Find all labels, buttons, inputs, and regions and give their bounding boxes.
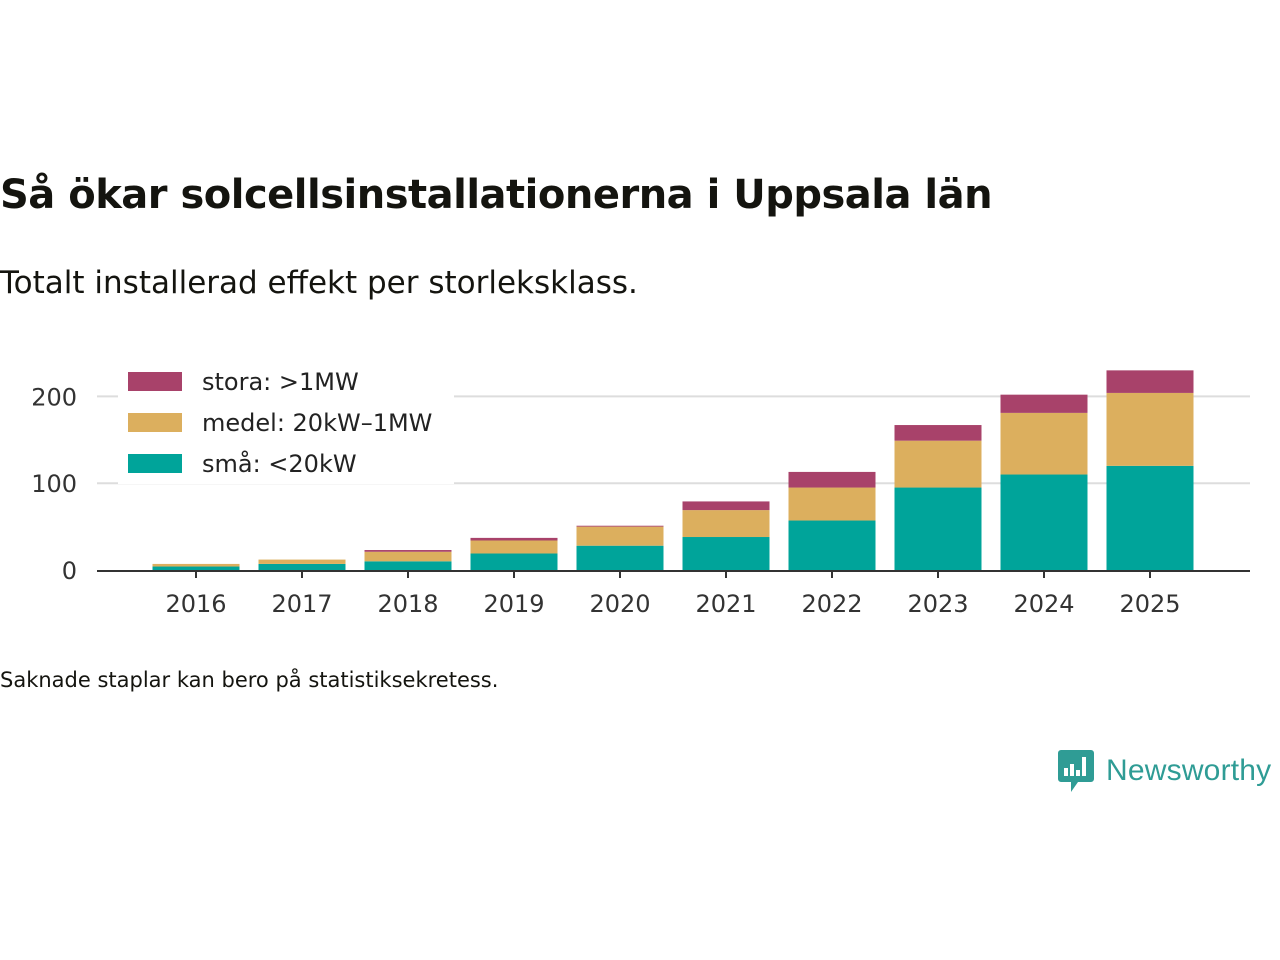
x-tick-label: 2024 [1013, 590, 1074, 618]
bar-2017-små [258, 563, 346, 570]
x-tick-label: 2023 [907, 590, 968, 618]
bar-2024-medel [1000, 412, 1088, 475]
bar-2018-små [364, 561, 452, 570]
bar-2021-medel [682, 510, 770, 538]
bar-2018-stora [364, 550, 452, 552]
x-tick-label: 2022 [801, 590, 862, 618]
legend-label: medel: 20kW–1MW [202, 409, 432, 437]
bar-2025-medel [1106, 392, 1194, 466]
bar-2023-små [894, 487, 982, 570]
x-tick-label: 2017 [271, 590, 332, 618]
newsworthy-logo-icon [1058, 750, 1094, 792]
footnote: Saknade staplar kan bero på statistiksek… [0, 668, 499, 692]
legend-swatch [128, 413, 182, 432]
bar-2021-stora [682, 501, 770, 511]
bar-2019-små [470, 553, 558, 570]
y-tick-label: 200 [31, 383, 77, 411]
bar-2020-stora [576, 525, 664, 527]
chart-subtitle: Totalt installerad effekt per storlekskl… [0, 265, 638, 301]
x-tick-label: 2018 [377, 590, 438, 618]
bar-2025-små [1106, 465, 1194, 570]
bar-2021-små [682, 537, 770, 570]
bar-2023-medel [894, 440, 982, 488]
x-tick-label: 2016 [165, 590, 226, 618]
x-tick-label: 2019 [483, 590, 544, 618]
chart-title: Så ökar solcellsinstallationerna i Uppsa… [0, 172, 993, 218]
legend-label: stora: >1MW [202, 368, 359, 396]
bar-2024-små [1000, 474, 1088, 570]
brand-name: Newsworthy [1106, 754, 1272, 787]
bar-2022-små [788, 520, 876, 570]
bar-2019-medel [470, 540, 558, 554]
bar-2022-stora [788, 471, 876, 488]
bar-2020-små [576, 545, 664, 570]
legend-swatch [128, 454, 182, 473]
bars [152, 370, 1194, 570]
bar-2023-stora [894, 425, 982, 441]
axes: 0 100 200 2016 2017 2018 2019 2020 2021 2022 2023 2… [31, 383, 1250, 618]
bar-2025-stora [1106, 370, 1194, 393]
bar-2022-medel [788, 487, 876, 521]
x-tick-label: 2021 [695, 590, 756, 618]
brand-logo: Newsworthy [1058, 748, 1271, 794]
legend-swatch [128, 372, 182, 391]
bar-2016-små [152, 566, 240, 570]
bar-2019-stora [470, 537, 558, 541]
bar-2020-medel [576, 526, 664, 546]
y-tick-label: 100 [31, 470, 77, 498]
bar-2018-medel [364, 551, 452, 562]
bar-2017-medel [258, 559, 346, 564]
legend: stora: >1MW medel: 20kW–1MW små: <20kW [118, 362, 454, 484]
x-tick-label: 2020 [589, 590, 650, 618]
y-tick-label: 0 [62, 557, 77, 585]
x-tick-label: 2025 [1119, 590, 1180, 618]
bar-2016-medel [152, 563, 240, 567]
bar-2024-stora [1000, 394, 1088, 413]
legend-label: små: <20kW [202, 449, 357, 478]
